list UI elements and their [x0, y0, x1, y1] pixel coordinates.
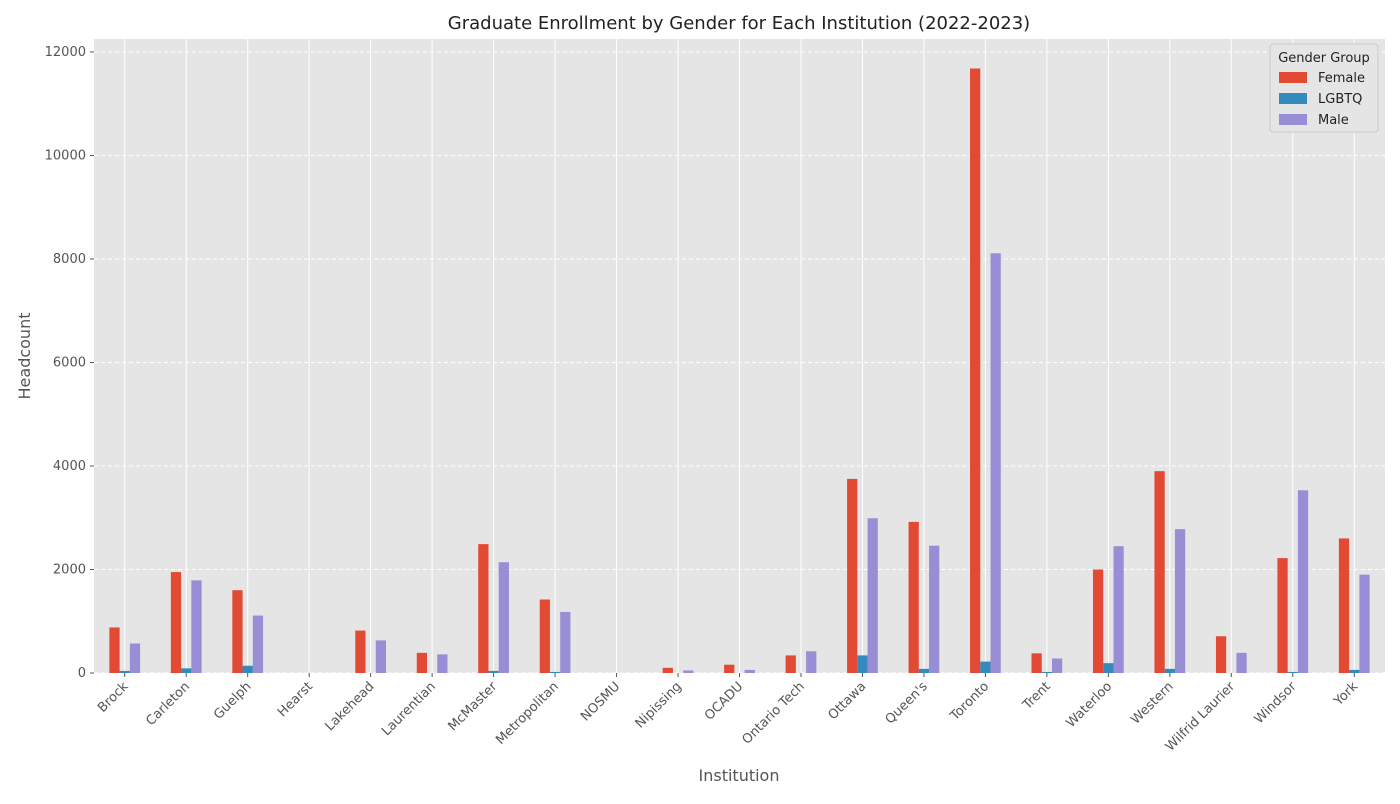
bar-male	[929, 545, 940, 673]
legend-swatch-lgbtq	[1279, 93, 1307, 104]
bar-male	[867, 518, 878, 673]
bar-male	[744, 669, 755, 673]
bar-female	[355, 630, 366, 673]
bar-lgbtq	[549, 671, 561, 673]
bar-male	[990, 253, 1001, 674]
y-axis-label: Headcount	[15, 313, 34, 400]
bar-male	[1174, 529, 1186, 673]
bar-female	[970, 68, 981, 673]
bar-female	[662, 667, 673, 673]
bar-male	[375, 640, 387, 673]
bar-lgbtq	[242, 665, 253, 673]
y-tick-label: 0	[78, 666, 86, 681]
y-tick-label: 8000	[53, 252, 86, 267]
bar-female	[1154, 471, 1165, 673]
bar-lgbtq	[1103, 663, 1114, 673]
bar-female	[908, 521, 919, 673]
bar-lgbtq	[1287, 671, 1298, 673]
bar-lgbtq	[857, 655, 868, 673]
bar-lgbtq	[488, 670, 499, 673]
bar-male	[1297, 490, 1309, 673]
chart-title: Graduate Enrollment by Gender for Each I…	[448, 13, 1030, 34]
bar-lgbtq	[181, 668, 192, 673]
bar-female	[724, 664, 735, 673]
legend-items: Female LGBTQ Male	[1279, 71, 1365, 128]
bar-male	[683, 670, 694, 673]
bar-male	[498, 562, 509, 673]
bar-lgbtq	[1349, 669, 1360, 673]
y-tick-label: 4000	[53, 459, 86, 474]
bar-male	[191, 580, 202, 673]
x-axis-label: Institution	[699, 766, 780, 785]
y-tick-label: 2000	[53, 562, 86, 577]
legend-swatch-female	[1279, 72, 1307, 83]
bar-lgbtq	[1164, 668, 1175, 673]
bar-female	[1215, 636, 1227, 673]
bar-male	[1359, 574, 1370, 673]
bar-lgbtq	[980, 661, 991, 673]
bar-female	[1338, 538, 1350, 673]
bar-female	[232, 590, 243, 673]
bars	[109, 68, 1370, 674]
bar-female	[109, 627, 120, 673]
legend-label-female: Female	[1318, 71, 1365, 86]
bar-lgbtq	[119, 670, 130, 673]
bar-female	[785, 655, 796, 673]
bar-lgbtq	[1041, 671, 1053, 673]
grid-lines	[94, 39, 1385, 674]
y-tick-label: 6000	[53, 355, 86, 370]
legend-label-lgbtq: LGBTQ	[1318, 92, 1362, 107]
y-tick-label: 10000	[45, 148, 86, 163]
legend-label-male: Male	[1318, 113, 1349, 128]
bar-male	[1052, 658, 1063, 673]
bar-male	[129, 643, 141, 673]
legend-box	[1269, 43, 1379, 133]
bar-female	[1277, 558, 1288, 673]
bar-male	[437, 654, 448, 673]
bar-male	[1236, 652, 1247, 673]
bar-female	[1092, 569, 1104, 673]
bar-female	[416, 652, 427, 673]
bar-male	[1113, 546, 1124, 673]
legend-swatch-male	[1279, 114, 1307, 125]
bar-female	[539, 599, 550, 673]
bar-female	[1031, 653, 1042, 673]
bar-female	[170, 572, 182, 673]
legend-title: Gender Group	[1278, 51, 1370, 66]
bar-lgbtq	[918, 668, 930, 673]
bar-female	[847, 478, 858, 673]
bar-male	[806, 651, 817, 673]
y-tick-label: 12000	[45, 45, 86, 60]
legend: Gender Group Female LGBTQ Male	[1269, 43, 1379, 133]
bar-male	[252, 615, 264, 673]
bar-male	[560, 611, 571, 673]
bar-female	[478, 544, 489, 673]
